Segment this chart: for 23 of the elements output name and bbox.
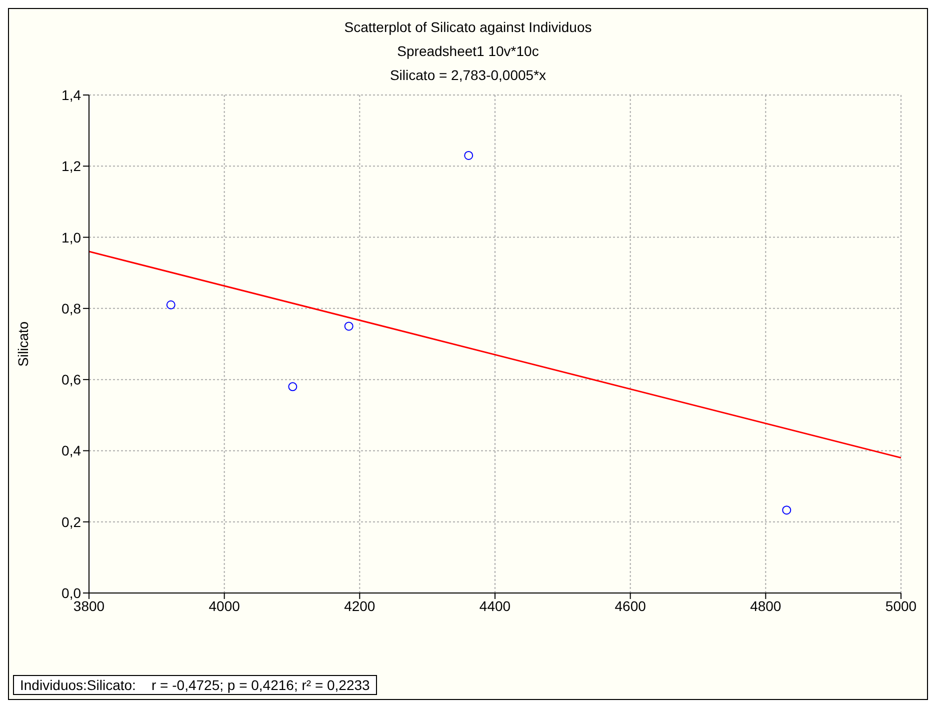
y-tick-label: 1,2 bbox=[62, 158, 82, 174]
x-tick-label: 4400 bbox=[479, 598, 511, 614]
y-tick-label: 0,6 bbox=[62, 372, 82, 388]
chart-subtitle: Spreadsheet1 10v*10c bbox=[396, 43, 540, 59]
point bbox=[464, 150, 474, 160]
point bbox=[344, 322, 354, 331]
y-tick-label: 0,8 bbox=[62, 300, 82, 316]
text: Silicato = 2,783-0,0005*x bbox=[388, 67, 548, 83]
y-tick-label: 0,2 bbox=[62, 514, 82, 530]
x-tick-label: 4600 bbox=[614, 598, 646, 614]
y-axis-title: Silicato bbox=[14, 321, 31, 367]
x-tick-label: 4800 bbox=[750, 598, 782, 614]
x-tick-label: 4000 bbox=[208, 598, 240, 614]
text: Individuos:Silicato: r = -0,4725; p = 0,4216; r² = 0,2233 bbox=[13, 675, 377, 695]
point bbox=[166, 300, 176, 310]
x-tick-label: 4200 bbox=[344, 598, 376, 614]
y-tick-label: 1,4 bbox=[62, 86, 82, 103]
y-tick-label: 0,4 bbox=[62, 442, 82, 459]
chart-title: Scatterplot of Silicato against Individuos bbox=[343, 19, 593, 35]
point bbox=[782, 506, 792, 515]
y-tick-label: 1,0 bbox=[62, 229, 82, 246]
point bbox=[288, 382, 298, 392]
x-tick-label: 5000 bbox=[885, 598, 917, 614]
